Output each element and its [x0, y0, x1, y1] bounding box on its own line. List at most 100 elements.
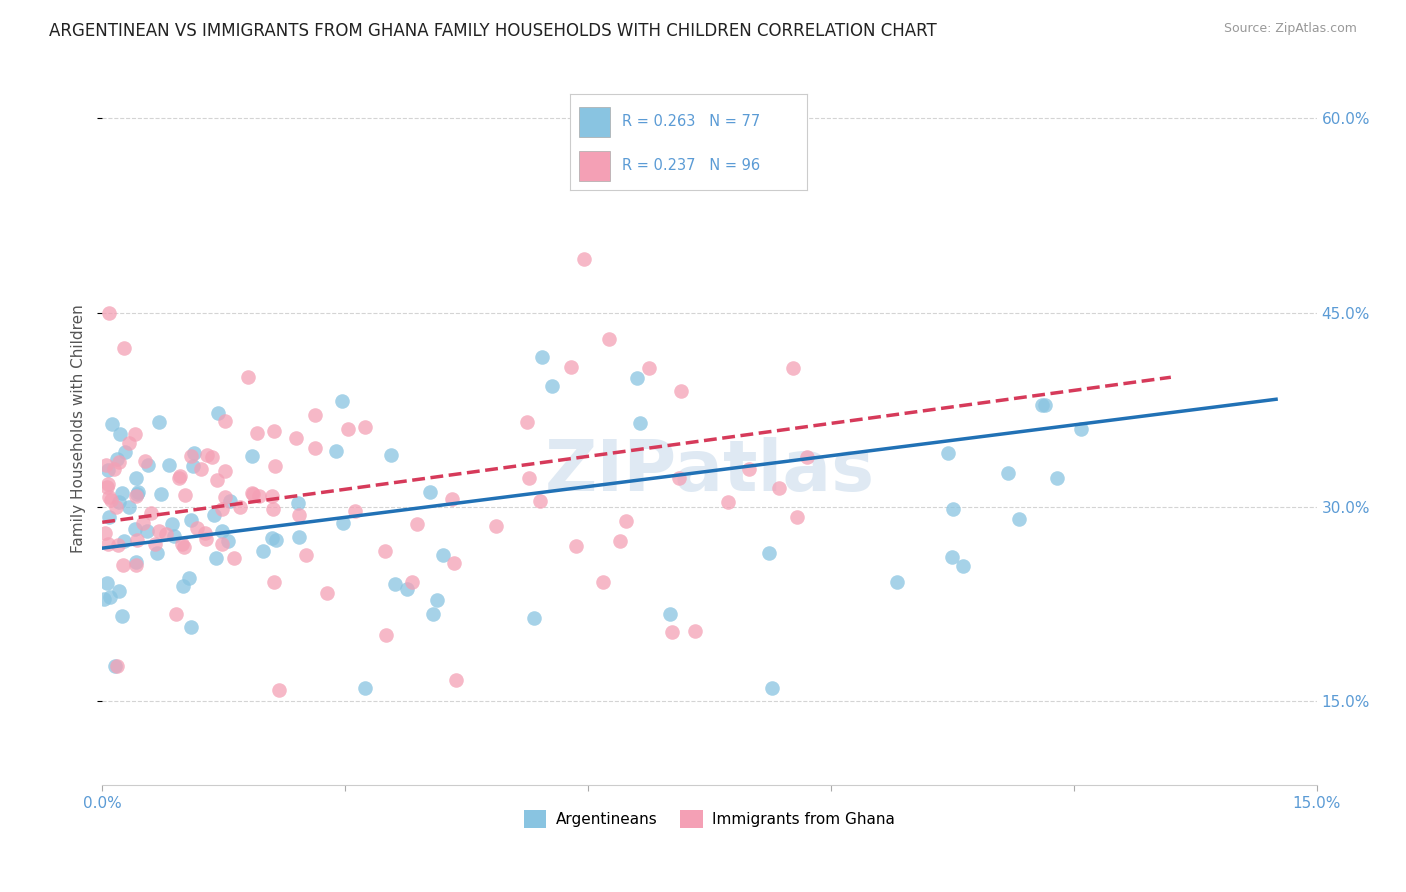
Point	[101, 417, 124, 431]
Point	[211, 524, 233, 538]
Point	[136, 458, 159, 473]
Point	[384, 577, 406, 591]
Point	[242, 486, 264, 500]
Point	[626, 370, 648, 384]
Point	[242, 486, 264, 500]
Point	[111, 608, 134, 623]
Point	[162, 516, 184, 531]
Point	[118, 435, 141, 450]
Point	[288, 508, 311, 523]
Point	[440, 492, 463, 507]
Point	[614, 514, 637, 528]
Point	[444, 673, 467, 687]
Point	[194, 532, 217, 546]
Point	[316, 585, 339, 599]
Point	[105, 658, 128, 673]
Point	[353, 681, 375, 695]
Point	[758, 546, 780, 560]
Point	[598, 332, 620, 346]
Point	[942, 501, 965, 516]
Point	[374, 544, 396, 558]
Point	[190, 462, 212, 476]
Point	[148, 524, 170, 538]
Point	[432, 548, 454, 562]
Point	[1070, 422, 1092, 436]
Point	[952, 559, 974, 574]
Point	[169, 469, 191, 483]
Point	[204, 551, 226, 566]
Point	[180, 513, 202, 527]
Point	[228, 500, 250, 514]
Point	[332, 516, 354, 530]
Text: ARGENTINEAN VS IMMIGRANTS FROM GHANA FAMILY HOUSEHOLDS WITH CHILDREN CORRELATION: ARGENTINEAN VS IMMIGRANTS FROM GHANA FAM…	[49, 22, 936, 40]
Point	[263, 424, 285, 438]
Point	[1046, 471, 1069, 485]
Point	[344, 504, 367, 518]
Point	[173, 540, 195, 554]
Point	[157, 458, 180, 473]
Point	[179, 571, 201, 585]
Point	[135, 524, 157, 539]
Point	[180, 620, 202, 634]
Point	[325, 444, 347, 458]
Point	[638, 361, 661, 376]
Point	[565, 539, 588, 553]
Point	[529, 494, 551, 508]
Point	[572, 252, 595, 267]
Point	[108, 455, 131, 469]
Point	[195, 448, 218, 462]
Point	[1033, 398, 1056, 412]
Point	[214, 414, 236, 428]
Point	[211, 501, 233, 516]
Point	[782, 360, 804, 375]
Point	[219, 494, 242, 508]
Point	[214, 490, 236, 504]
Point	[98, 590, 121, 604]
Point	[263, 575, 285, 590]
Point	[661, 624, 683, 639]
Point	[124, 522, 146, 536]
Point	[93, 592, 115, 607]
Point	[98, 491, 121, 505]
Point	[426, 593, 449, 607]
Point	[668, 471, 690, 485]
Point	[304, 408, 326, 422]
Point	[97, 537, 120, 551]
Point	[134, 454, 156, 468]
Point	[172, 578, 194, 592]
Point	[796, 450, 818, 464]
Point	[125, 558, 148, 573]
Point	[165, 607, 187, 621]
Point	[717, 495, 740, 509]
Point	[628, 416, 651, 430]
Point	[214, 464, 236, 478]
Point	[97, 510, 120, 524]
Point	[146, 546, 169, 560]
Point	[419, 485, 441, 500]
Point	[96, 479, 118, 493]
Point	[174, 488, 197, 502]
Point	[107, 494, 129, 508]
Point	[997, 466, 1019, 480]
Point	[1008, 511, 1031, 525]
Point	[936, 446, 959, 460]
Point	[125, 555, 148, 569]
Point	[183, 446, 205, 460]
Point	[143, 537, 166, 551]
Point	[246, 425, 269, 440]
Point	[112, 534, 135, 549]
Point	[97, 477, 120, 491]
Point	[405, 517, 427, 532]
Point	[330, 393, 353, 408]
Point	[485, 519, 508, 533]
Point	[224, 551, 246, 566]
Point	[100, 493, 122, 508]
Point	[530, 350, 553, 364]
Point	[516, 415, 538, 429]
Point	[240, 450, 263, 464]
Point	[609, 533, 631, 548]
Point	[124, 470, 146, 484]
Point	[375, 628, 398, 642]
Point	[669, 384, 692, 398]
Point	[262, 502, 284, 516]
